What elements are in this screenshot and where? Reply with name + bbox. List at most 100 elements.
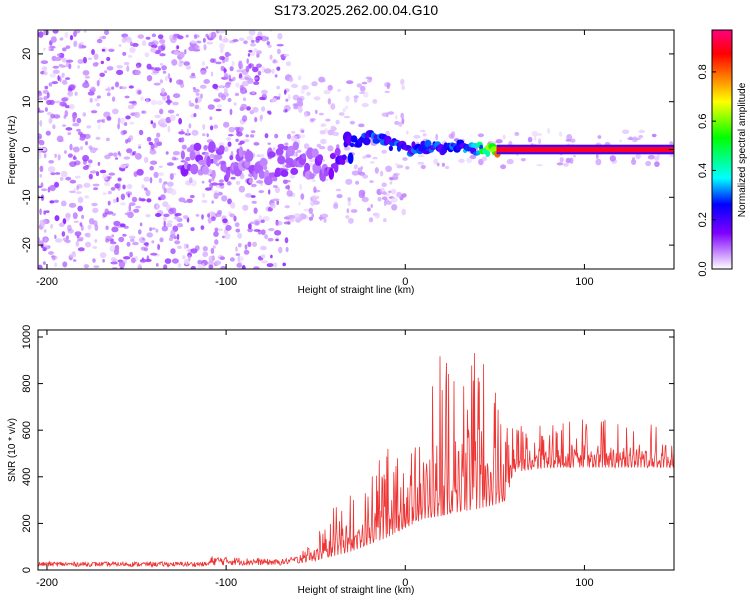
spectrogram-cell (242, 204, 249, 211)
spectrogram-cell (56, 53, 62, 57)
spectrogram-cell (205, 66, 209, 69)
spectrogram-cell (92, 183, 100, 187)
spectrogram-cell (72, 123, 80, 127)
spectrogram-cell (303, 143, 310, 150)
spectrogram-cell (346, 80, 354, 85)
spectrogram-cell (65, 77, 71, 80)
spectrogram-cell (79, 136, 86, 141)
spectrogram-cell (90, 87, 96, 91)
spectrogram-cell (361, 81, 368, 85)
spectrogram-cell (272, 198, 280, 202)
spectrogram-cell (259, 96, 266, 101)
spectrogram-cell (274, 186, 280, 194)
spectrogram-cell (367, 207, 371, 212)
spectrogram-cell (76, 117, 82, 124)
spectrogram-cell (153, 82, 161, 86)
spectrogram-cell (228, 74, 232, 81)
spectrogram-cell (211, 182, 218, 186)
spectrogram-cell (344, 105, 349, 110)
spectrogram-cell (41, 223, 45, 228)
spectrogram-cell (235, 138, 239, 142)
spectrogram-cell (38, 107, 41, 113)
spectrogram-cell (143, 242, 149, 246)
spectrogram-cell (146, 63, 152, 70)
spectrogram-cell (61, 57, 67, 63)
spectrogram-cell (129, 235, 135, 239)
spectrogram-cell (267, 142, 272, 145)
spectrogram-ridge-cell (292, 141, 299, 151)
snr-series-line (38, 353, 674, 568)
spectrogram-cell (448, 133, 454, 139)
y-tick-label: 200 (21, 514, 33, 532)
spectrogram-cell (270, 254, 273, 259)
spectrogram-cell (49, 184, 56, 191)
spectrogram-cell (129, 251, 133, 258)
spectrogram-cell (152, 122, 157, 129)
spectrogram-cell (234, 222, 240, 228)
spectrogram-cell (264, 234, 268, 240)
spectrogram-cell (149, 150, 157, 155)
spectrogram-cell (534, 135, 537, 141)
spectrogram-cell (308, 207, 314, 214)
x-tick-label: 0 (402, 276, 408, 288)
spectrogram-cell (190, 227, 195, 232)
spectrogram-cell (628, 136, 633, 141)
spectrogram-cell (274, 230, 282, 236)
spectrogram-cell (210, 247, 215, 254)
spectrogram-cell (276, 43, 284, 47)
spectrogram-cell (209, 182, 214, 189)
spectrogram-cell (62, 218, 67, 225)
spectrogram-cell (40, 60, 49, 64)
spectrogram-cell (200, 225, 205, 231)
spectrogram-cell (418, 154, 425, 158)
spectrogram-cell (51, 55, 57, 62)
spectrogram-cell (247, 241, 252, 248)
spectrogram-cell (282, 179, 288, 185)
spectrogram-cell (158, 172, 164, 177)
spectrogram-cell (201, 263, 205, 266)
spectrogram-ridge-cell (248, 178, 253, 184)
spectrogram-cell (43, 30, 50, 36)
spectrogram-cell (154, 137, 160, 143)
spectrogram-cell (99, 252, 107, 258)
spectrogram-cell (106, 56, 111, 62)
spectrogram-ridge-cell (476, 150, 480, 156)
spectrogram-cell (93, 147, 99, 151)
spectrogram-cell (165, 76, 168, 81)
spectrogram-cell (202, 61, 205, 66)
spectrogram-cell (254, 77, 259, 80)
spectrogram-cell (500, 164, 507, 170)
spectrogram-cell (83, 30, 87, 33)
spectrogram-cell (249, 134, 255, 138)
spectrogram-cell (67, 90, 74, 97)
spectrogram-cell (290, 135, 298, 142)
spectrogram-cell (252, 106, 259, 113)
spectrogram-cell (657, 153, 660, 158)
spectrogram-cell (122, 184, 126, 190)
spectrogram-cell (185, 65, 191, 70)
spectrogram-cell (255, 50, 262, 55)
spectrogram-cell (235, 82, 240, 88)
spectrogram-cell (219, 55, 225, 61)
spectrogram-cell (52, 30, 59, 34)
spectrogram-cell (224, 74, 229, 80)
spectrogram-cell (102, 192, 108, 196)
spectrogram-cell (38, 90, 43, 97)
spectrogram-cell (172, 93, 181, 99)
spectrogram-cell (218, 179, 224, 183)
spectrogram-cell (85, 232, 91, 238)
spectrogram-cell (144, 187, 148, 191)
spectrogram-cell (163, 220, 166, 227)
spectrogram-cell (144, 52, 150, 58)
spectrogram-cell (68, 63, 72, 70)
spectrogram-cell (138, 143, 142, 147)
y-tick-label: 0 (21, 146, 33, 152)
spectrogram-cell (183, 243, 187, 250)
spectrogram-cell (118, 261, 126, 268)
spectrogram-cell (158, 165, 163, 168)
spectrogram-cell (126, 37, 132, 43)
spectrogram-cell (202, 193, 205, 198)
colorbar-gradient (711, 29, 733, 270)
spectrogram-cell (208, 211, 215, 215)
spectrogram-cell (176, 45, 180, 49)
